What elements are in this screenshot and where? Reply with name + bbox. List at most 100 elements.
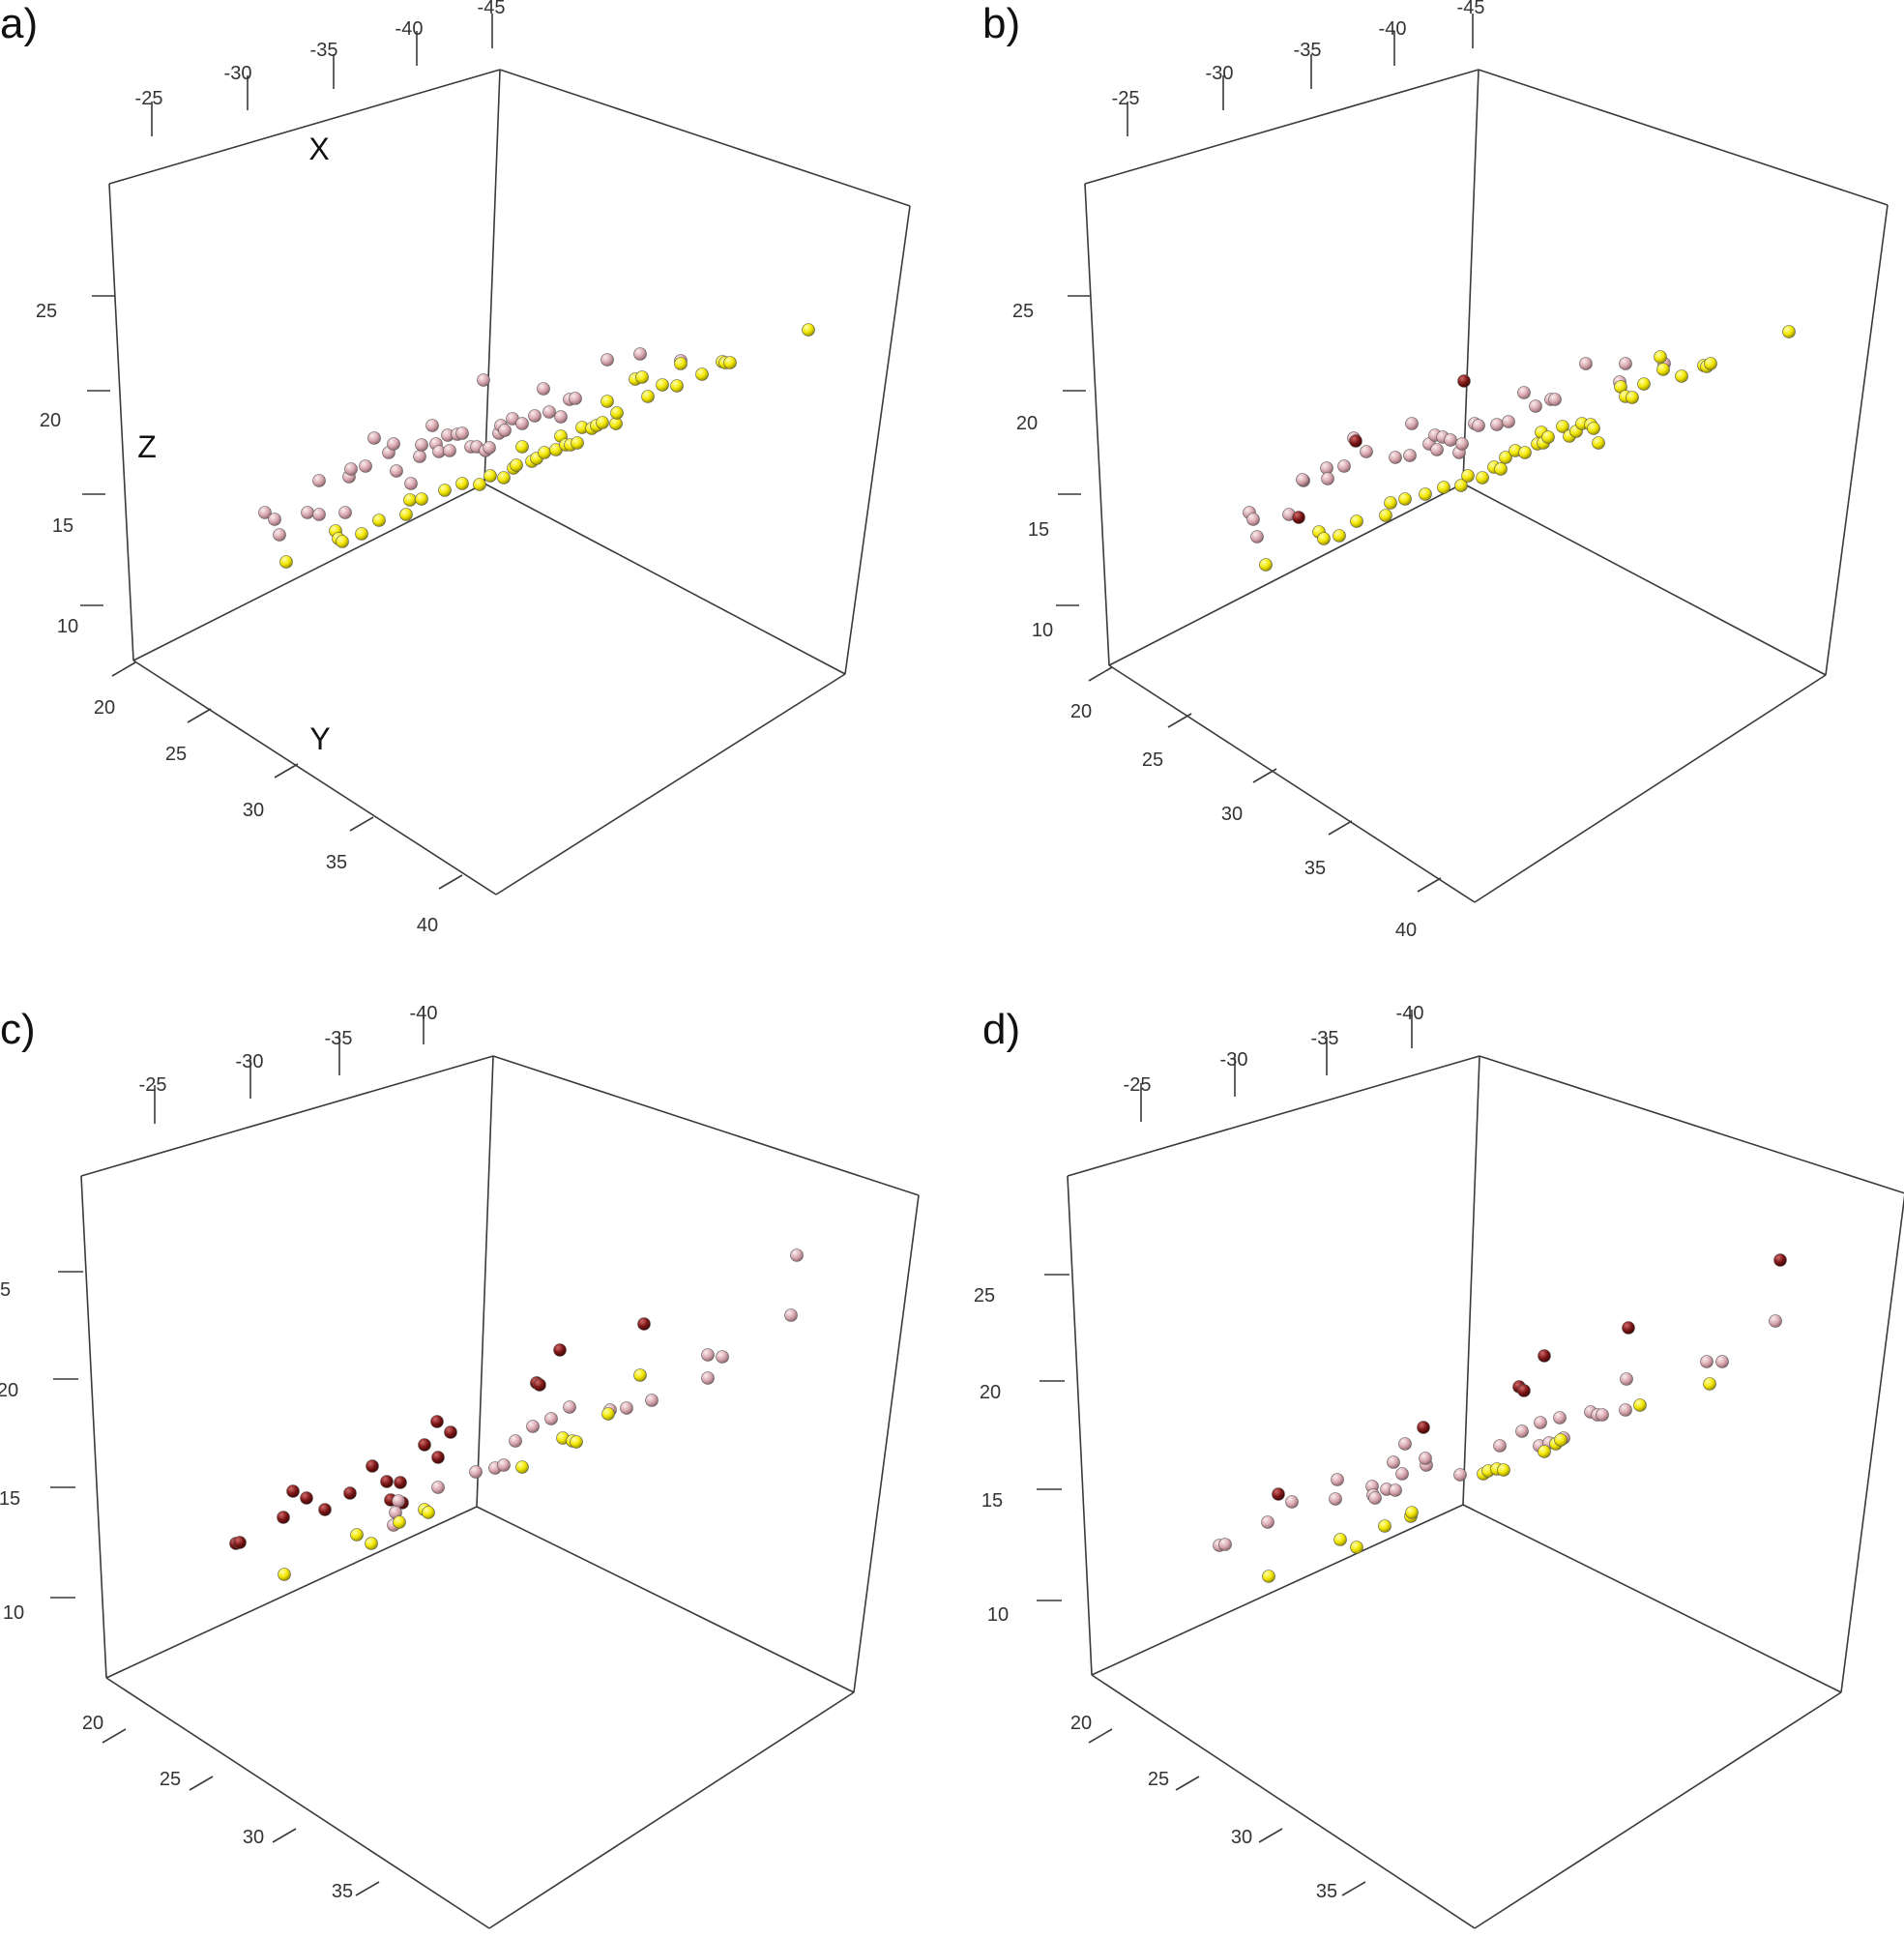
panel-a-box-edge — [132, 660, 497, 896]
panel-a-x-tick-label: -25 — [135, 88, 163, 109]
panel-b-point-yellow — [1476, 471, 1489, 484]
panel-a-y-tick — [274, 763, 299, 778]
panel-c-point-dark — [553, 1343, 567, 1357]
panel-label-d: d) — [982, 1006, 1021, 1053]
panel-d-z-tick-label: 25 — [974, 1285, 995, 1307]
panel-a-point-yellow — [571, 436, 584, 450]
panel-c-point-pink — [392, 1494, 405, 1508]
panel-d-point-yellow — [1350, 1541, 1363, 1554]
panel-a-point-yellow — [372, 514, 386, 527]
panel-b-point-yellow — [1587, 422, 1600, 435]
panel-c-y-tick-label: 25 — [160, 1769, 181, 1790]
panel-c-point-dark — [394, 1476, 407, 1489]
panel-a-x-axis-label: X — [308, 132, 329, 166]
panel-a-point-pink — [569, 392, 582, 405]
panel-a-x-tick-label: -45 — [478, 0, 506, 18]
panel-b-point-pink — [1490, 418, 1504, 431]
panel-d-box-edge — [1474, 1691, 1842, 1929]
panel-c-box-edge — [488, 1691, 855, 1929]
panel-d-point-dark — [1622, 1321, 1635, 1335]
panel-d-y-tick — [1088, 1728, 1113, 1744]
panel-b-point-yellow — [1782, 325, 1796, 338]
panel-c-point-pink — [544, 1412, 558, 1425]
panel-d-point-yellow — [1633, 1398, 1647, 1412]
panel-a-y-tick-label: 20 — [94, 697, 115, 719]
panel-b-point-yellow — [1454, 479, 1468, 492]
panel-a-point-yellow — [610, 406, 624, 420]
panel-a-point-pink — [268, 513, 281, 526]
panel-b-point-dark — [1292, 511, 1305, 524]
panel-d-point-dark — [1517, 1384, 1531, 1397]
panel-c-box-edge — [853, 1194, 920, 1693]
panel-a-point-yellow — [473, 478, 486, 491]
panel-c-x-tick-label: -30 — [236, 1051, 264, 1072]
panel-d-point-yellow — [1538, 1445, 1551, 1458]
panel-b-point-yellow — [1654, 350, 1667, 364]
panel-a-point-pink — [483, 441, 496, 455]
panel-b-point-pink — [1246, 513, 1260, 526]
panel-c-point-dark — [533, 1378, 546, 1392]
panel-d-y-tick — [1258, 1828, 1283, 1843]
panel-d-box-edge — [1067, 1055, 1480, 1177]
panel-b-point-yellow — [1592, 436, 1605, 450]
panel-c-point-dark — [343, 1486, 357, 1500]
panel-a-point-yellow — [674, 357, 688, 370]
panel-d-point-yellow — [1378, 1519, 1391, 1533]
panel-d-box-edge — [1462, 1055, 1480, 1506]
panel-a-point-yellow — [600, 395, 614, 408]
panel-a-box-edge — [483, 69, 501, 484]
panel-a-point-pink — [443, 444, 456, 457]
panel-d-point-pink — [1398, 1437, 1412, 1451]
panel-d-z-tick-label: 15 — [981, 1490, 1003, 1512]
panel-b-z-tick-label: 20 — [1016, 413, 1038, 434]
panel-a-point-pink — [404, 477, 418, 490]
panel-d-point-pink — [1515, 1424, 1529, 1438]
panel-b-point-yellow — [1384, 496, 1397, 510]
panel-a-point-yellow — [723, 356, 737, 369]
panel-b-y-tick-label: 35 — [1304, 858, 1326, 879]
panel-d-z-tick-label: 20 — [980, 1382, 1001, 1403]
panel-b-point-pink — [1405, 417, 1419, 430]
panel-c-box-edge — [492, 1055, 920, 1196]
panel-c-y-tick — [102, 1728, 127, 1744]
panel-a-point-pink — [477, 373, 490, 387]
panel-a-point-yellow — [355, 527, 368, 541]
panel-a-z-tick-label: 25 — [36, 301, 57, 322]
panel-c-y-tick — [272, 1828, 297, 1843]
panel-b-z-tick-label: 10 — [1032, 620, 1053, 641]
panel-d-point-yellow — [1333, 1533, 1347, 1546]
panel-c-box-edge — [80, 1175, 107, 1679]
panel-b-point-pink — [1389, 451, 1402, 464]
panel-a-point-pink — [338, 506, 352, 519]
panel-d-point-dark — [1272, 1487, 1285, 1501]
panel-b-point-yellow — [1379, 509, 1392, 522]
panel-a-point-pink — [425, 419, 439, 432]
panel-a-y-tick — [438, 874, 463, 890]
panel-b-point-yellow — [1419, 487, 1432, 501]
panel-b-point-yellow — [1317, 532, 1331, 545]
panel-a-point-pink — [390, 464, 403, 478]
panel-b-y-tick — [1088, 666, 1113, 682]
panel-c-point-pink — [790, 1248, 804, 1262]
panel-c-box-edge — [105, 1506, 478, 1679]
panel-a-y-tick — [187, 708, 212, 723]
panel-c-point-pink — [701, 1371, 715, 1385]
panel-a-box-edge — [108, 183, 134, 661]
panel-a-point-yellow — [695, 367, 709, 381]
panel-d-point-pink — [1218, 1538, 1232, 1551]
panel-b-point-yellow — [1637, 377, 1651, 391]
panel-d-point-dark — [1773, 1253, 1787, 1267]
panel-a-point-pink — [537, 382, 550, 396]
panel-b-point-pink — [1619, 357, 1632, 370]
panel-d-y-tick-label: 35 — [1316, 1881, 1337, 1902]
panel-b-z-tick-label: 25 — [1012, 301, 1034, 322]
panel-b-point-yellow — [1518, 446, 1532, 459]
panel-d-box-edge — [1840, 1194, 1904, 1693]
panel-b-point-yellow — [1656, 363, 1670, 376]
panel-b-point-pink — [1250, 530, 1264, 543]
panel-d-point-pink — [1419, 1452, 1432, 1465]
panel-a-z-tick-label: 20 — [40, 410, 61, 431]
panel-a-point-yellow — [399, 508, 413, 521]
